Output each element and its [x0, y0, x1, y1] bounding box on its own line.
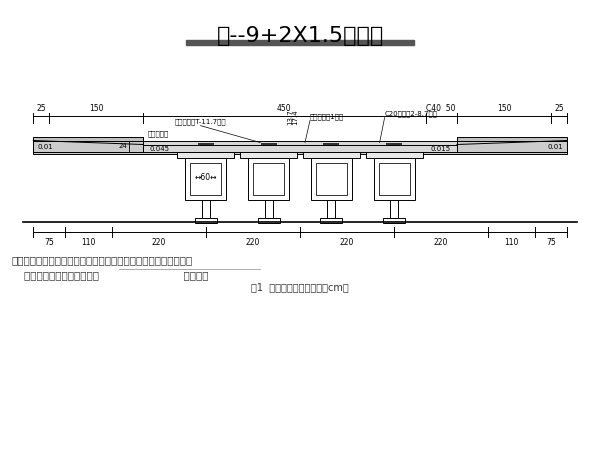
- Bar: [366, 153, 422, 158]
- Text: 220: 220: [434, 238, 448, 247]
- Text: C40  50: C40 50: [427, 104, 456, 112]
- Bar: [33, 140, 567, 153]
- Bar: [178, 153, 234, 158]
- Bar: [195, 218, 217, 223]
- Text: 13.7: 13.7: [287, 109, 293, 125]
- Bar: [33, 140, 143, 144]
- Text: 220: 220: [246, 238, 260, 247]
- Text: 110: 110: [504, 238, 518, 247]
- Bar: [390, 200, 398, 218]
- Bar: [323, 143, 340, 147]
- Text: 净--9+2X1.5人行道: 净--9+2X1.5人行道: [217, 26, 383, 46]
- Bar: [374, 158, 415, 200]
- Bar: [202, 200, 210, 218]
- Bar: [240, 153, 297, 158]
- Text: 0.01: 0.01: [547, 144, 563, 150]
- Bar: [257, 218, 280, 223]
- Text: 150: 150: [497, 104, 511, 112]
- Bar: [33, 143, 567, 154]
- Text: 0.01: 0.01: [37, 144, 53, 150]
- Bar: [33, 136, 143, 140]
- Bar: [379, 163, 410, 195]
- Text: 24: 24: [118, 144, 127, 149]
- Text: ↔60↔: ↔60↔: [194, 173, 217, 182]
- Bar: [379, 163, 410, 195]
- Text: 25: 25: [554, 104, 564, 112]
- Text: 75: 75: [44, 238, 54, 247]
- Bar: [457, 140, 567, 153]
- Bar: [386, 143, 402, 147]
- Bar: [457, 140, 567, 144]
- Text: 0.015: 0.015: [431, 146, 451, 153]
- Text: 0.045: 0.045: [149, 146, 169, 153]
- Bar: [303, 153, 360, 158]
- Text: 注：学号为单号的做水泥混凝土桥面方案（按左半幅断面布置）；: 注：学号为单号的做水泥混凝土桥面方案（按左半幅断面布置）；: [11, 255, 193, 265]
- Bar: [311, 158, 352, 200]
- Bar: [316, 163, 347, 195]
- Text: 风蚀混凝土: 风蚀混凝土: [148, 130, 169, 136]
- Bar: [320, 218, 343, 223]
- Bar: [190, 163, 221, 195]
- Text: 学号为双号的做沥青混凝土                          布置）。: 学号为双号的做沥青混凝土 布置）。: [11, 270, 209, 280]
- Bar: [198, 143, 214, 147]
- Text: 220: 220: [152, 238, 166, 247]
- Bar: [248, 158, 289, 200]
- Text: 450: 450: [277, 104, 292, 112]
- Text: 防水混凝土T-11.7厘米: 防水混凝土T-11.7厘米: [175, 118, 226, 125]
- Text: 150: 150: [89, 104, 103, 112]
- Bar: [328, 200, 335, 218]
- Bar: [253, 163, 284, 195]
- Text: 75: 75: [546, 238, 556, 247]
- Bar: [33, 140, 143, 153]
- Text: 沥青混凝土1厘米: 沥青混凝土1厘米: [310, 113, 344, 120]
- Bar: [185, 40, 415, 45]
- Text: 17.4: 17.4: [292, 109, 298, 125]
- Bar: [457, 136, 567, 140]
- Bar: [316, 163, 347, 195]
- Bar: [253, 163, 284, 195]
- Bar: [185, 158, 226, 200]
- Bar: [190, 163, 221, 195]
- Bar: [383, 218, 405, 223]
- Bar: [265, 200, 272, 218]
- Text: 25: 25: [36, 104, 46, 112]
- Text: 220: 220: [340, 238, 354, 247]
- Text: 图1  桥梁横断置图（单位：cm）: 图1 桥梁横断置图（单位：cm）: [251, 283, 349, 293]
- Text: 110: 110: [82, 238, 96, 247]
- Bar: [260, 143, 277, 147]
- Text: C20混凝土2-8.7厘米: C20混凝土2-8.7厘米: [385, 110, 437, 117]
